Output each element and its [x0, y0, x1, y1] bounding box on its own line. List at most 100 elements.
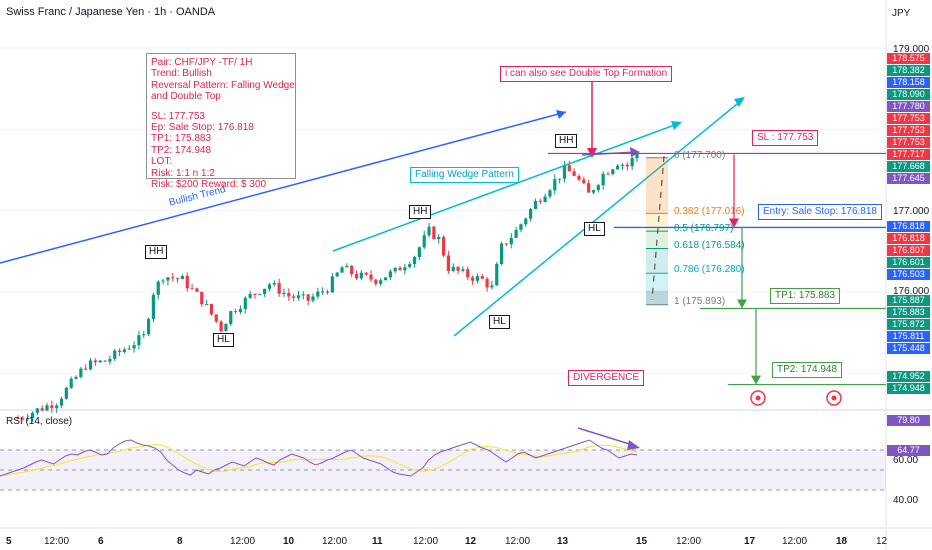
candle-body [151, 294, 156, 320]
price-tag: 175.811 [887, 331, 930, 342]
candle-body [451, 266, 455, 271]
price-tick: 176.000 [893, 286, 930, 297]
price-tag: 176.818 [887, 233, 930, 244]
candle-body [558, 178, 562, 180]
candle-body [437, 236, 441, 240]
candle-body [272, 282, 276, 285]
candle-body [330, 276, 334, 293]
candle-body [258, 294, 262, 296]
candle-body [156, 281, 160, 295]
candle-body [190, 288, 194, 290]
candle-body [567, 165, 571, 172]
rsi-line [0, 439, 638, 477]
rsi-tag: 79.80 [887, 415, 930, 426]
candle-body [470, 277, 475, 281]
candle-body [219, 321, 223, 332]
candle-body [485, 278, 489, 288]
fib-zone [646, 273, 668, 305]
hh-label: HH [145, 245, 168, 259]
time-tick: 13 [557, 536, 569, 547]
candle-body [374, 279, 378, 284]
info-line: SL: 177.753 [151, 110, 205, 122]
candle-body [180, 275, 185, 280]
price-tag: 174.948 [887, 383, 930, 394]
info-line: TP1: 175.883 [151, 133, 212, 145]
candle-body [171, 277, 175, 279]
candle-body [146, 319, 151, 335]
time-tick: 11 [372, 536, 383, 547]
price-tag: 177.753 [887, 125, 930, 136]
price-tag: 177.753 [887, 113, 930, 124]
candle-body [113, 350, 117, 359]
price-tag: 176.503 [887, 269, 930, 280]
time-tick: 15 [636, 536, 648, 547]
candle-body [504, 243, 509, 245]
rsi-divergence-arrowhead [627, 440, 640, 450]
rsi-tag: 64.77 [887, 445, 930, 456]
fib-level-label: 0.5 (176.797) [674, 223, 734, 234]
candle-body [350, 265, 354, 275]
info-line: Risk: $200 Reward: $ 300 [151, 179, 267, 191]
candle-body [533, 200, 538, 209]
candle-body [248, 293, 252, 298]
candle-body [200, 291, 204, 305]
price-tag: 175.887 [887, 295, 930, 306]
candle-body [340, 267, 344, 273]
candle-body [345, 265, 349, 268]
candle-body [195, 288, 199, 292]
rsi-title: RSI (14, close) [6, 416, 73, 427]
candle-body [398, 267, 402, 271]
candle-body [301, 294, 305, 296]
price-tag: 176.818 [887, 221, 930, 232]
candle-body [422, 235, 426, 248]
time-tick: 12:00 [676, 536, 702, 547]
candle-body [127, 348, 131, 350]
wedge-lower-line [453, 99, 743, 337]
target-icon-dot [831, 395, 837, 401]
candle-body [625, 164, 629, 167]
candle-body [321, 291, 325, 293]
price-tag: 178.158 [887, 77, 930, 88]
candle-body [383, 277, 388, 281]
fib-zone [646, 157, 668, 214]
fib-level-label: 0.382 (177.016) [674, 206, 745, 217]
price-tag: 175.872 [887, 319, 930, 330]
price-tick: 179.000 [893, 44, 930, 55]
candle-body [393, 267, 397, 272]
info-line: LOT: [151, 156, 173, 168]
tp2-label: TP2: 174.948 [772, 362, 843, 378]
candle-body [630, 158, 634, 167]
candle-body [325, 291, 330, 293]
candle-body [55, 405, 59, 409]
fib-zone [646, 213, 668, 232]
candle-body [335, 272, 339, 277]
candle-body [538, 200, 542, 202]
rsi-divergence-arrow [577, 427, 637, 447]
rsi-pane [0, 427, 886, 491]
target-icon [750, 390, 766, 406]
tp1-arrowhead [737, 299, 747, 309]
candle-body [16, 418, 20, 420]
rsi-tick: 40.00 [893, 495, 919, 506]
candle-body [456, 266, 460, 271]
candle-body [108, 358, 112, 362]
candle-body [480, 276, 484, 279]
candle-body [224, 324, 228, 332]
stop-loss-label: SL : 177.753 [752, 130, 819, 146]
candle-body [562, 165, 567, 179]
price-tag: 177.780 [887, 101, 930, 112]
candle-body [64, 387, 68, 399]
info-line: Pair: CHF/JPY -TF/ 1H [151, 57, 253, 68]
candle-body [79, 368, 83, 377]
candle-body [30, 412, 35, 419]
candle-body [553, 179, 557, 191]
candle-body [359, 272, 363, 279]
tp2-arrowhead [751, 375, 761, 385]
drawing-overlays [0, 82, 886, 406]
candle-body [287, 293, 291, 297]
wedge-arrowhead [734, 97, 745, 107]
candle-body [88, 360, 93, 370]
candle-body [21, 418, 25, 420]
trade-info-box: Pair: CHF/JPY -TF/ 1H Trend: Bullish Rev… [146, 53, 296, 190]
time-tick: 6 [98, 536, 104, 547]
